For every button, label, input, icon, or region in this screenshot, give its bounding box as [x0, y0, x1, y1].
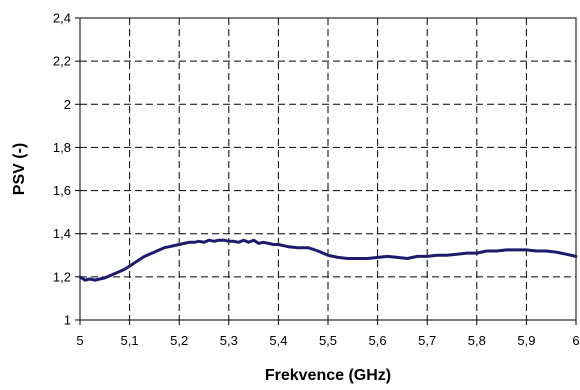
x-tick-label: 5,7: [418, 333, 436, 348]
y-axis-title: PSV (-): [11, 143, 28, 195]
y-tick-label: 1,2: [53, 269, 71, 284]
x-tick-label: 6: [572, 333, 579, 348]
y-tick-label: 2: [64, 97, 71, 112]
x-tick-label: 5,1: [121, 333, 139, 348]
y-tick-label: 1,6: [53, 183, 71, 198]
x-tick-label: 5,2: [170, 333, 188, 348]
y-tick-label: 1,4: [53, 226, 71, 241]
y-tick-label: 1: [64, 313, 71, 328]
x-tick-label: 5,8: [468, 333, 486, 348]
series-group: [78, 238, 578, 282]
x-tick-label: 5,9: [517, 333, 535, 348]
x-tick-label: 5,5: [319, 333, 337, 348]
series-line-0: [78, 238, 578, 282]
y-tick-label: 2,2: [53, 54, 71, 69]
y-tick-label: 2,4: [53, 11, 71, 26]
x-tick-label: 5,4: [269, 333, 287, 348]
x-tick-labels: 5 5,1 5,2 5,3 5,4 5,5 5,6 5,7 5,8 5,9 6: [76, 333, 579, 348]
grid: [80, 18, 576, 320]
x-axis-title: Frekvence (GHz): [265, 367, 391, 384]
x-tick-label: 5,3: [220, 333, 238, 348]
x-tick-label: 5,6: [369, 333, 387, 348]
x-tick-label: 5: [76, 333, 83, 348]
y-tick-label: 1,8: [53, 140, 71, 155]
y-tick-labels: 1 1,2 1,4 1,6 1,8 2 2,2 2,4: [53, 11, 71, 328]
axes: [75, 17, 577, 325]
